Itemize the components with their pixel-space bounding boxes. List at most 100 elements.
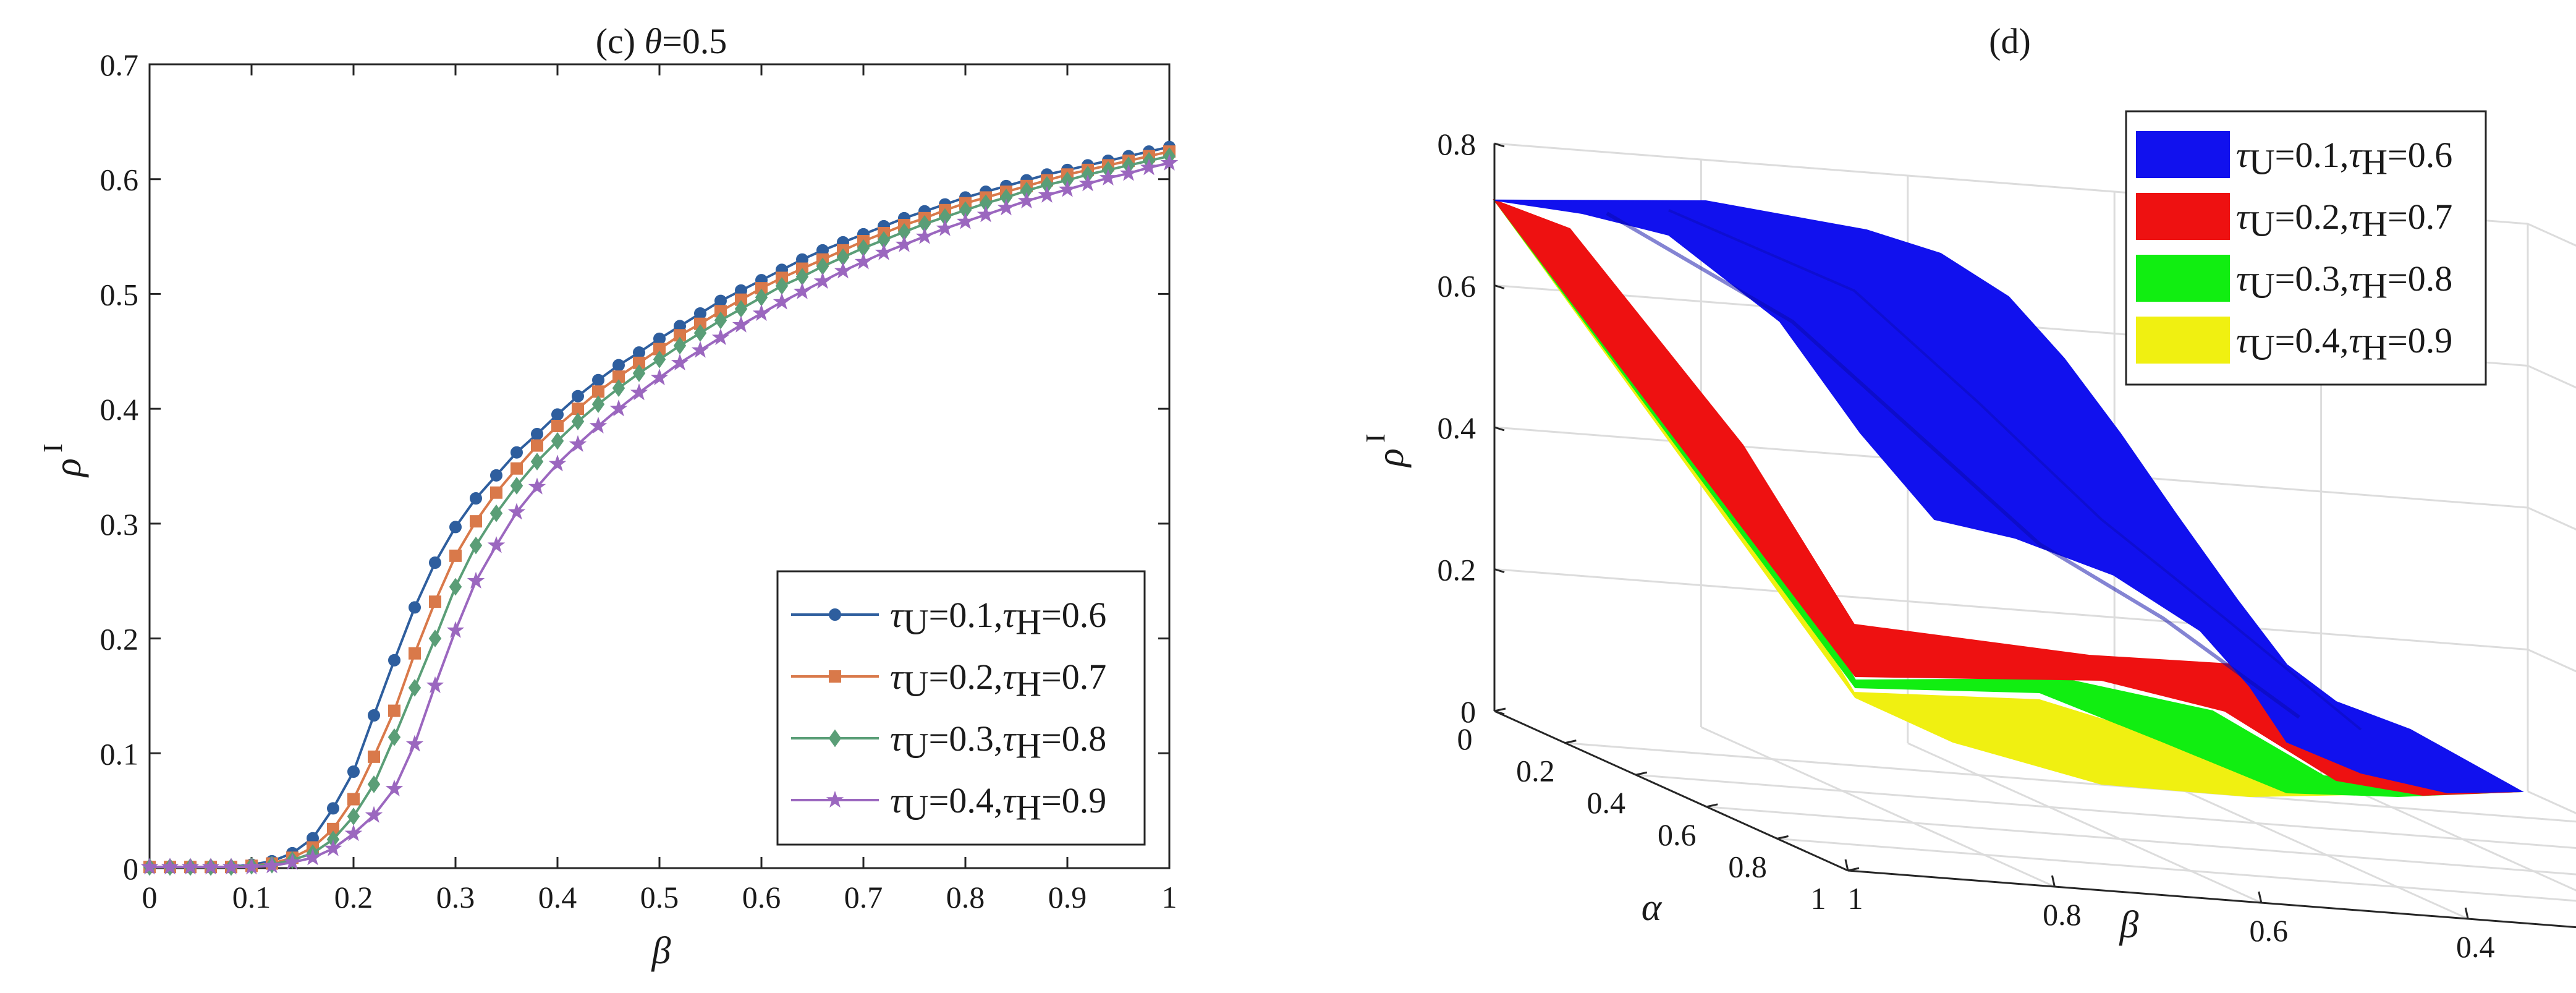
series-1-point <box>592 373 604 386</box>
legend-swatch-4 <box>2136 317 2230 364</box>
series-3-point <box>408 679 422 697</box>
series-2-point <box>429 595 441 608</box>
panel-d-z-label-sup: I <box>1360 433 1391 443</box>
grid-line-floor-alpha <box>1635 774 2576 849</box>
series-1-point <box>409 601 421 614</box>
panel-c-series-group <box>140 140 1179 876</box>
series-4-point <box>344 824 363 842</box>
series-4-point <box>895 235 913 252</box>
series-3-point <box>367 775 381 793</box>
grid-line-side-z <box>2527 365 2576 389</box>
legend-swatch-3 <box>2136 255 2230 302</box>
grid-line-floor-beta <box>1907 742 2262 904</box>
series-4-point <box>609 399 628 417</box>
series-4-point <box>752 304 771 322</box>
grid-line-side-z <box>2527 506 2576 531</box>
series-4-point <box>1038 185 1056 203</box>
series-2-point <box>347 793 360 806</box>
series-3-point <box>449 577 462 596</box>
series-2-point <box>511 462 523 475</box>
x-tick-label: 1 <box>1162 880 1177 914</box>
x-tick-label: 0.4 <box>538 880 577 914</box>
series-3-point <box>388 728 401 746</box>
series-4-point <box>589 416 608 434</box>
series-2-point <box>388 704 400 717</box>
x-tick-label: 0.3 <box>436 880 475 914</box>
grid-line-z <box>1494 568 2528 650</box>
z-tick-label: 0 <box>1460 694 1476 729</box>
surface-1-shade-line <box>1668 209 2362 731</box>
series-4-point <box>1160 153 1179 171</box>
series-1-point <box>429 556 441 569</box>
panel-d-z-label-rho: ρ <box>1370 448 1412 468</box>
series-4-point <box>303 848 322 866</box>
series-4-point <box>650 368 669 386</box>
legend-entry-label: τU=0.2,τH=0.7 <box>2236 197 2452 244</box>
z-tick-label: 0.8 <box>1438 127 1477 161</box>
series-4-point <box>630 383 648 401</box>
series-3-point <box>714 311 727 330</box>
series-4-point <box>507 503 526 520</box>
y-tick-label: 0.3 <box>100 507 139 542</box>
alpha-tick-mark <box>1847 867 1860 872</box>
series-1-point <box>388 654 400 667</box>
y-tick-label: 0.1 <box>100 736 139 771</box>
x-tick-label: 0.6 <box>742 880 781 914</box>
series-4-point <box>956 212 975 229</box>
series-1-point <box>551 408 564 421</box>
panel-c-title: (c) θ=0.5 <box>596 21 727 61</box>
y-tick-label: 0.2 <box>100 622 139 657</box>
legend-entry-label: τU=0.4,τH=0.9 <box>2236 320 2452 368</box>
series-1-point <box>511 446 523 459</box>
x-tick-label: 0.7 <box>844 880 883 914</box>
series-3-point <box>551 432 564 450</box>
series-4-point <box>813 271 832 289</box>
surface-1-shade-line <box>1606 211 2300 719</box>
series-4-point <box>875 243 893 260</box>
grid-line-top <box>2527 223 2576 247</box>
panel-c-y-ticks: 0 0.1 0.2 0.3 0.4 0.5 0.6 0.7 <box>100 48 1169 886</box>
x-tick-label: 0.5 <box>640 880 679 914</box>
series-4-point <box>201 858 220 875</box>
panel-d-z-axis-label: ρ I <box>1360 433 1412 468</box>
series-3-point <box>632 364 646 382</box>
series-4-point <box>283 853 302 870</box>
series-1-point <box>368 709 380 722</box>
beta-axis-line <box>1847 869 2576 929</box>
series-4-point <box>405 735 424 752</box>
series-4-point <box>161 858 179 875</box>
series-1-point <box>347 765 360 778</box>
y-tick-label: 0.6 <box>100 163 139 197</box>
series-4-point <box>691 341 710 358</box>
series-1-point <box>612 359 625 372</box>
series-4-point <box>936 219 954 236</box>
series-1-point <box>714 294 727 307</box>
series-2-point <box>531 439 543 452</box>
alpha-tick-label: 0.6 <box>1658 817 1697 852</box>
series-4-point <box>569 435 587 452</box>
legend-marker-1 <box>829 608 841 621</box>
panel-d-title: (d) <box>1989 21 2031 61</box>
alpha-tick-mark <box>1565 739 1577 744</box>
series-4-point <box>1017 191 1036 209</box>
series-3-point <box>469 536 483 555</box>
series-4-point <box>181 858 200 875</box>
alpha-tick-mark <box>1777 835 1789 840</box>
series-4-point <box>528 477 546 495</box>
series-4-point <box>446 621 465 638</box>
series-1-point <box>490 469 502 482</box>
alpha-tick-label: 0.8 <box>1728 849 1767 884</box>
series-3-point <box>347 808 360 825</box>
panel-d-ticks: 00.20.40.60.800.20.40.60.8110.80.60.40.2… <box>1438 127 2495 964</box>
series-4-point <box>671 353 689 371</box>
y-tick-label: 0.4 <box>100 392 139 427</box>
y-tick-label: 0 <box>123 851 138 886</box>
series-2-point <box>470 515 482 528</box>
series-2-point <box>551 420 564 432</box>
series-3-point <box>510 477 523 495</box>
legend-entry-label: τU=0.3,τH=0.8 <box>2236 258 2452 306</box>
legend-marker-3 <box>828 729 842 748</box>
panel-c-line-chart: (c) θ=0.5 0 0.1 0.2 0.3 0.4 0.5 0.6 0.7 0 0.1 0.2… <box>38 21 1179 972</box>
series-1-point <box>449 521 462 534</box>
